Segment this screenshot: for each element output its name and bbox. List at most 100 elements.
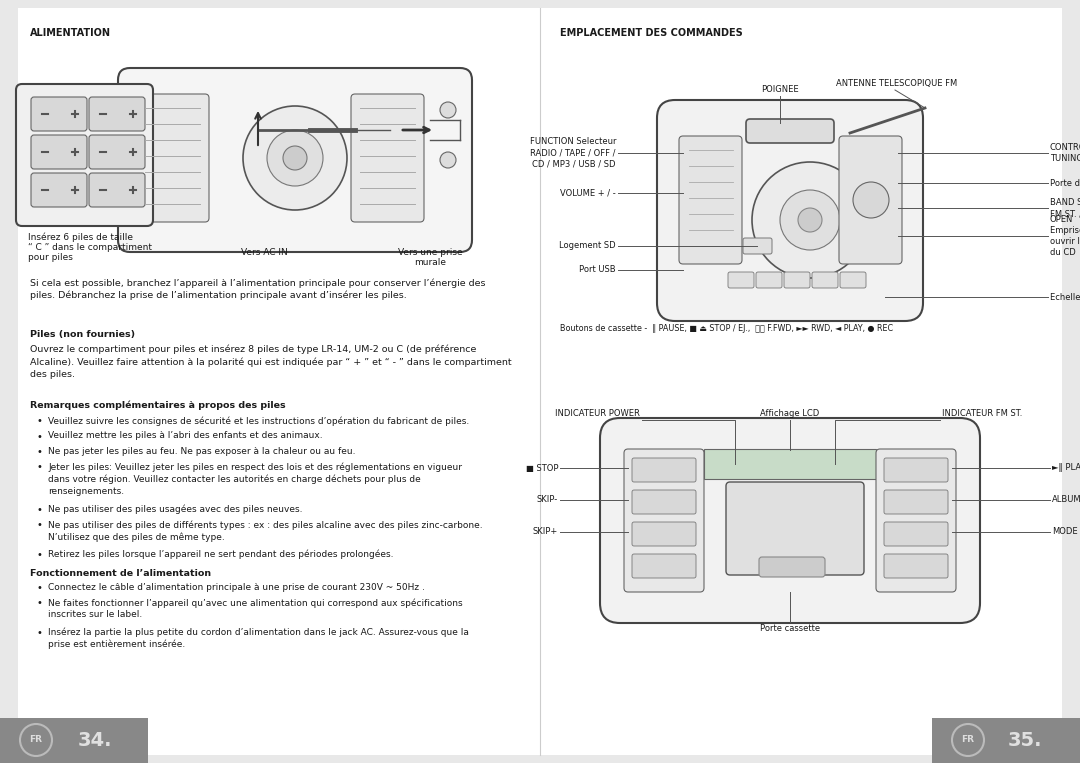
Text: VOLUME + / -: VOLUME + / -: [561, 188, 616, 198]
FancyBboxPatch shape: [624, 449, 704, 592]
Text: Vers AC IN: Vers AC IN: [241, 248, 287, 257]
FancyBboxPatch shape: [89, 97, 145, 131]
Text: SKIP+: SKIP+: [532, 527, 558, 536]
Circle shape: [853, 182, 889, 218]
Text: Porte cassette: Porte cassette: [760, 624, 820, 633]
FancyBboxPatch shape: [89, 135, 145, 169]
FancyBboxPatch shape: [632, 490, 696, 514]
Text: •: •: [36, 505, 42, 515]
Text: ALBUM: ALBUM: [1052, 495, 1080, 504]
Text: Boutons de cassette -  ‖ PAUSE, ■ ⏏ STOP / EJ.,  ⧖⧖ F.FWD, ►► RWD, ◄ PLAY, ● REC: Boutons de cassette - ‖ PAUSE, ■ ⏏ STOP …: [561, 324, 893, 333]
FancyBboxPatch shape: [16, 84, 153, 226]
FancyBboxPatch shape: [704, 449, 876, 479]
Text: ANTENNE TELESCOPIQUE FM: ANTENNE TELESCOPIQUE FM: [836, 79, 958, 88]
Text: •: •: [36, 447, 42, 457]
FancyBboxPatch shape: [728, 272, 754, 288]
Text: Porte du CD: Porte du CD: [1050, 179, 1080, 188]
Text: MODE: MODE: [1052, 527, 1078, 536]
FancyBboxPatch shape: [0, 718, 148, 763]
FancyBboxPatch shape: [726, 482, 864, 575]
Text: Jeter les piles: Veuillez jeter les piles en respect des lois et des réglementat: Jeter les piles: Veuillez jeter les pile…: [48, 462, 462, 496]
FancyBboxPatch shape: [632, 554, 696, 578]
Text: 34.: 34.: [78, 730, 112, 749]
FancyBboxPatch shape: [885, 458, 948, 482]
FancyBboxPatch shape: [679, 136, 742, 264]
Text: ALIMENTATION: ALIMENTATION: [30, 28, 111, 38]
FancyBboxPatch shape: [840, 272, 866, 288]
FancyBboxPatch shape: [932, 718, 1080, 763]
Text: Ne faites fonctionner l’appareil qu’avec une alimentation qui correspond aux spé: Ne faites fonctionner l’appareil qu’avec…: [48, 598, 462, 620]
Text: Veuillez suivre les consignes de sécurité et les instructions d’opération du fab: Veuillez suivre les consignes de sécurit…: [48, 416, 469, 426]
Circle shape: [243, 106, 347, 210]
Circle shape: [780, 190, 840, 250]
Text: OPEN
Emprise pour
ouvrir la porte
du CD: OPEN Emprise pour ouvrir la porte du CD: [1050, 215, 1080, 257]
Circle shape: [21, 724, 52, 756]
Text: ■ STOP: ■ STOP: [526, 463, 558, 472]
Text: •: •: [36, 627, 42, 638]
Text: ►‖ PLAY / PAUSE: ►‖ PLAY / PAUSE: [1052, 463, 1080, 472]
Circle shape: [752, 162, 868, 278]
Text: Affichage LCD: Affichage LCD: [760, 409, 820, 418]
FancyBboxPatch shape: [756, 272, 782, 288]
FancyBboxPatch shape: [759, 557, 825, 577]
Circle shape: [267, 130, 323, 186]
Text: Logement SD: Logement SD: [559, 242, 616, 250]
FancyBboxPatch shape: [18, 8, 1062, 755]
FancyBboxPatch shape: [885, 490, 948, 514]
FancyBboxPatch shape: [118, 68, 472, 252]
Text: •: •: [36, 520, 42, 530]
Text: •: •: [36, 432, 42, 442]
FancyBboxPatch shape: [885, 554, 948, 578]
Text: Port USB: Port USB: [579, 266, 616, 275]
FancyBboxPatch shape: [632, 458, 696, 482]
FancyBboxPatch shape: [839, 136, 902, 264]
Text: Insérez 6 piles de taille
“ C ” dans le compartiment
pour piles: Insérez 6 piles de taille “ C ” dans le …: [28, 232, 152, 262]
FancyBboxPatch shape: [784, 272, 810, 288]
FancyBboxPatch shape: [136, 94, 210, 222]
FancyBboxPatch shape: [812, 272, 838, 288]
Text: EMPLACEMENT DES COMMANDES: EMPLACEMENT DES COMMANDES: [561, 28, 743, 38]
Text: Retirez les piles lorsque l’appareil ne sert pendant des périodes prolongées.: Retirez les piles lorsque l’appareil ne …: [48, 549, 393, 559]
Text: Vers une prise
murale: Vers une prise murale: [397, 248, 462, 267]
FancyBboxPatch shape: [351, 94, 424, 222]
Circle shape: [440, 102, 456, 118]
FancyBboxPatch shape: [600, 418, 980, 623]
Text: Piles (non fournies): Piles (non fournies): [30, 330, 135, 339]
Text: •: •: [36, 462, 42, 472]
Text: BAND Selecteur
FM ST. / FM / AM: BAND Selecteur FM ST. / FM / AM: [1050, 198, 1080, 218]
Circle shape: [951, 724, 984, 756]
FancyBboxPatch shape: [743, 238, 772, 254]
Text: Ne pas utiliser des piles de différents types : ex : des piles alcaline avec des: Ne pas utiliser des piles de différents …: [48, 520, 483, 542]
Text: INDICATEUR FM ST.: INDICATEUR FM ST.: [942, 409, 1023, 418]
FancyBboxPatch shape: [885, 522, 948, 546]
FancyBboxPatch shape: [31, 173, 87, 207]
Text: CONTROLE
TUNING: CONTROLE TUNING: [1050, 143, 1080, 163]
FancyBboxPatch shape: [746, 119, 834, 143]
FancyBboxPatch shape: [657, 100, 923, 321]
Text: Connectez le câble d’alimentation principale à une prise de courant 230V ~ 50Hz : Connectez le câble d’alimentation princi…: [48, 583, 424, 592]
Text: FUNCTION Selecteur
RADIO / TAPE / OFF /
CD / MP3 / USB / SD: FUNCTION Selecteur RADIO / TAPE / OFF / …: [529, 137, 616, 169]
Text: Veuillez mettre les piles à l’abri des enfants et des animaux.: Veuillez mettre les piles à l’abri des e…: [48, 432, 323, 440]
Text: •: •: [36, 598, 42, 609]
FancyBboxPatch shape: [31, 135, 87, 169]
Text: INDICATEUR POWER: INDICATEUR POWER: [555, 409, 640, 418]
Text: Si cela est possible, branchez l’appareil à l’alimentation principale pour conse: Si cela est possible, branchez l’apparei…: [30, 278, 486, 300]
Text: SKIP-: SKIP-: [537, 495, 558, 504]
Text: FR: FR: [29, 736, 42, 745]
Text: 35.: 35.: [1008, 730, 1042, 749]
Circle shape: [440, 152, 456, 168]
Text: Remarques complémentaires à propos des piles: Remarques complémentaires à propos des p…: [30, 400, 285, 410]
Text: •: •: [36, 549, 42, 559]
Text: FR: FR: [961, 736, 974, 745]
Text: Ouvrez le compartiment pour piles et insérez 8 piles de type LR-14, UM-2 ou C (d: Ouvrez le compartiment pour piles et ins…: [30, 345, 512, 378]
FancyBboxPatch shape: [876, 449, 956, 592]
Text: Insérez la partie la plus petite du cordon d’alimentation dans le jack AC. Assur: Insérez la partie la plus petite du cord…: [48, 627, 469, 649]
Circle shape: [798, 208, 822, 232]
Circle shape: [283, 146, 307, 170]
Text: Ne pas jeter les piles au feu. Ne pas exposer à la chaleur ou au feu.: Ne pas jeter les piles au feu. Ne pas ex…: [48, 447, 355, 456]
FancyBboxPatch shape: [31, 97, 87, 131]
Text: Fonctionnement de l’alimentation: Fonctionnement de l’alimentation: [30, 569, 211, 578]
Text: Echelle du cadran: Echelle du cadran: [1050, 292, 1080, 301]
FancyBboxPatch shape: [89, 173, 145, 207]
FancyBboxPatch shape: [632, 522, 696, 546]
